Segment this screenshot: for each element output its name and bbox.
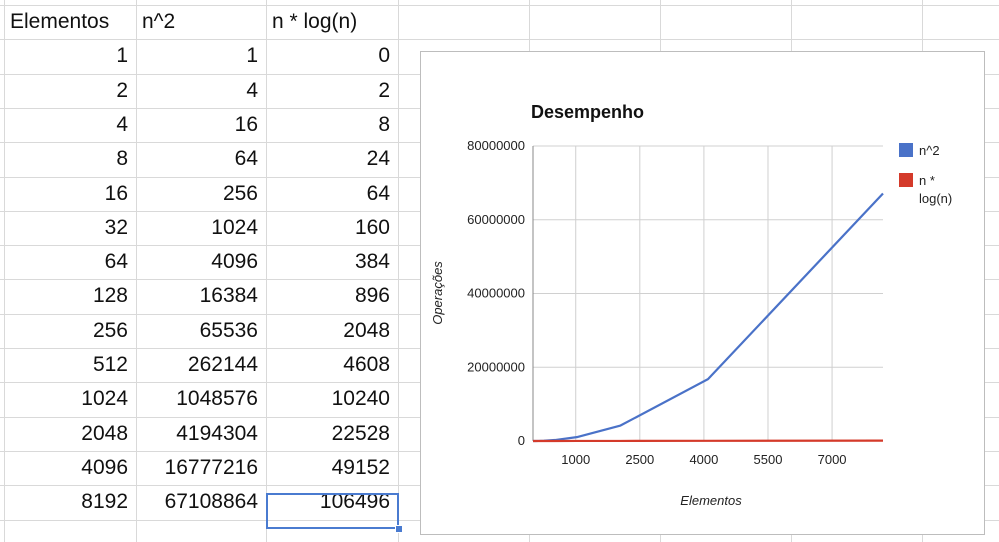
- table-cell[interactable]: 4: [246, 79, 258, 102]
- table-cell[interactable]: 384: [354, 250, 390, 273]
- table-cell[interactable]: 64: [366, 182, 390, 205]
- table-cell[interactable]: 65536: [199, 319, 258, 342]
- table-cell[interactable]: 128: [92, 284, 128, 307]
- column-line: [4, 0, 5, 542]
- table-cell[interactable]: 32: [104, 216, 128, 239]
- chart-title: Desempenho: [531, 102, 644, 122]
- table-cell[interactable]: 0: [378, 44, 390, 67]
- column-line: [398, 0, 399, 542]
- legend-label-1: n * log(n): [919, 173, 952, 206]
- x-axis-title: Elementos: [680, 493, 742, 508]
- table-cell[interactable]: 2: [378, 79, 390, 102]
- y-tick-label: 0: [518, 433, 525, 448]
- table-cell[interactable]: 8: [116, 147, 128, 170]
- table-cell[interactable]: 8: [378, 113, 390, 136]
- table-cell[interactable]: 49152: [331, 456, 390, 479]
- table-cell[interactable]: 8192: [81, 490, 128, 513]
- table-cell[interactable]: 4096: [81, 456, 128, 479]
- x-tick-label: 5500: [754, 452, 783, 467]
- y-tick-label: 60000000: [467, 212, 525, 227]
- table-cell[interactable]: 16777216: [164, 456, 258, 479]
- table-cell[interactable]: 256: [92, 319, 128, 342]
- table-cell[interactable]: 64: [104, 250, 128, 273]
- table-cell[interactable]: 106496: [319, 490, 390, 513]
- table-cell[interactable]: 4194304: [176, 422, 258, 445]
- legend-swatch-1: [899, 173, 913, 187]
- column-line: [136, 0, 137, 542]
- table-cell[interactable]: 2: [116, 79, 128, 102]
- table-cell[interactable]: 1024: [81, 387, 128, 410]
- table-cell[interactable]: 2048: [343, 319, 390, 342]
- table-cell[interactable]: 2048: [81, 422, 128, 445]
- table-cell[interactable]: 4096: [211, 250, 258, 273]
- table-cell[interactable]: 16: [104, 182, 128, 205]
- table-cell[interactable]: 1048576: [176, 387, 258, 410]
- table-cell[interactable]: 256: [222, 182, 258, 205]
- x-tick-label: 4000: [689, 452, 718, 467]
- table-cell[interactable]: 160: [354, 216, 390, 239]
- row-line: [0, 39, 999, 40]
- header-cell[interactable]: n * log(n): [272, 10, 358, 33]
- y-tick-label: 80000000: [467, 138, 525, 153]
- table-cell[interactable]: 10240: [331, 387, 390, 410]
- column-line: [266, 0, 267, 542]
- legend-swatch-0: [899, 143, 913, 157]
- y-tick-label: 40000000: [467, 286, 525, 301]
- table-cell[interactable]: 896: [354, 284, 390, 307]
- row-line: [0, 5, 999, 6]
- x-tick-label: 7000: [818, 452, 847, 467]
- table-cell[interactable]: 512: [92, 353, 128, 376]
- table-cell[interactable]: 64: [234, 147, 258, 170]
- legend-label-0: n^2: [919, 143, 940, 158]
- y-tick-label: 20000000: [467, 359, 525, 374]
- table-cell[interactable]: 1: [246, 44, 258, 67]
- table-cell[interactable]: 16384: [199, 284, 258, 307]
- table-cell[interactable]: 4608: [343, 353, 390, 376]
- table-cell[interactable]: 16: [234, 113, 258, 136]
- series-line-0[interactable]: [531, 192, 884, 443]
- table-cell[interactable]: 67108864: [164, 490, 258, 513]
- table-cell[interactable]: 22528: [331, 422, 390, 445]
- table-cell[interactable]: 24: [366, 147, 390, 170]
- table-cell[interactable]: 4: [116, 113, 128, 136]
- x-tick-label: 1000: [561, 452, 590, 467]
- table-cell[interactable]: 1024: [211, 216, 258, 239]
- chart-svg: Desempenho 0 20000000 40000000 60000000 8000…: [430, 102, 952, 508]
- header-cell[interactable]: Elementos: [10, 10, 110, 33]
- x-tick-label: 2500: [625, 452, 654, 467]
- y-axis-title: Operações: [430, 261, 445, 325]
- chart-container[interactable]: Desempenho 0 20000000 40000000 60000000 8000…: [420, 51, 985, 535]
- table-cell[interactable]: 1: [116, 44, 128, 67]
- fill-handle[interactable]: [395, 525, 403, 533]
- header-cell[interactable]: n^2: [142, 10, 176, 33]
- table-cell[interactable]: 262144: [187, 353, 258, 376]
